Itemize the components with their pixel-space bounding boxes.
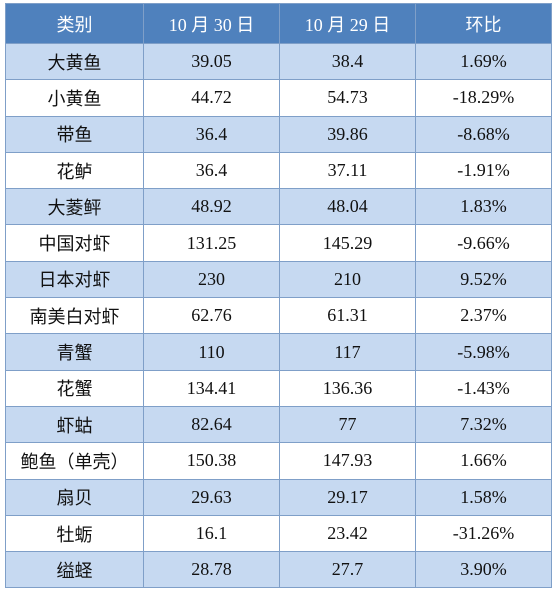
value-cell: 38.4 xyxy=(279,42,416,81)
table-row: 大黄鱼 39.05 38.4 1.69% xyxy=(5,42,552,81)
category-cell: 中国对虾 xyxy=(5,224,144,262)
value-cell: 134.41 xyxy=(143,369,280,407)
category-cell: 鲍鱼（单壳） xyxy=(5,442,144,480)
category-cell: 牡蛎 xyxy=(5,514,144,553)
value-cell: 29.63 xyxy=(143,478,280,516)
category-cell: 花蟹 xyxy=(5,369,144,407)
value-cell: 1.58% xyxy=(415,478,552,516)
table-row: 缢蛏 28.78 27.7 3.90% xyxy=(5,551,552,589)
category-cell: 虾蛄 xyxy=(5,405,144,444)
header-cell: 10 月 30 日 xyxy=(143,3,280,44)
value-cell: 29.17 xyxy=(279,478,416,516)
table-row: 日本对虾 230 210 9.52% xyxy=(5,260,552,299)
price-table: 类别 10 月 30 日 10 月 29 日环比 大黄鱼 39.05 38.4 1.69%… xyxy=(5,3,552,589)
value-cell: 36.4 xyxy=(143,115,280,153)
value-cell: 110 xyxy=(143,333,280,371)
value-cell: 44.72 xyxy=(143,79,280,117)
value-cell: -9.66% xyxy=(415,224,552,262)
header-row: 类别 10 月 30 日 10 月 29 日环比 xyxy=(5,3,552,44)
value-cell: 48.92 xyxy=(143,188,280,226)
value-cell: 9.52% xyxy=(415,260,552,299)
table-row: 青蟹 110 117 -5.98% xyxy=(5,333,552,371)
table-row: 虾蛄 82.64 77 7.32% xyxy=(5,405,552,444)
header-cell: 类别 xyxy=(5,3,144,44)
value-cell: 150.38 xyxy=(143,442,280,480)
table-row: 带鱼 36.4 39.86 -8.68% xyxy=(5,115,552,153)
value-cell: 23.42 xyxy=(279,514,416,553)
value-cell: 131.25 xyxy=(143,224,280,262)
value-cell: 37.11 xyxy=(279,151,416,190)
value-cell: 27.7 xyxy=(279,551,416,589)
value-cell: 28.78 xyxy=(143,551,280,589)
value-cell: 145.29 xyxy=(279,224,416,262)
value-cell: 16.1 xyxy=(143,514,280,553)
value-cell: -8.68% xyxy=(415,115,552,153)
value-cell: 48.04 xyxy=(279,188,416,226)
value-cell: 1.66% xyxy=(415,442,552,480)
category-cell: 缢蛏 xyxy=(5,551,144,589)
category-cell: 大黄鱼 xyxy=(5,42,144,81)
value-cell: -1.43% xyxy=(415,369,552,407)
header-cell: 10 月 29 日 xyxy=(279,3,416,44)
category-cell: 南美白对虾 xyxy=(5,297,144,335)
value-cell: 117 xyxy=(279,333,416,371)
table-row: 鲍鱼（单壳） 150.38 147.93 1.66% xyxy=(5,442,552,480)
value-cell: 1.69% xyxy=(415,42,552,81)
value-cell: -5.98% xyxy=(415,333,552,371)
category-cell: 大菱鲆 xyxy=(5,188,144,226)
value-cell: 147.93 xyxy=(279,442,416,480)
category-cell: 小黄鱼 xyxy=(5,79,144,117)
value-cell: -18.29% xyxy=(415,79,552,117)
value-cell: 136.36 xyxy=(279,369,416,407)
value-cell: -1.91% xyxy=(415,151,552,190)
value-cell: 61.31 xyxy=(279,297,416,335)
table-row: 南美白对虾 62.76 61.31 2.37% xyxy=(5,297,552,335)
value-cell: 39.86 xyxy=(279,115,416,153)
table-row: 小黄鱼 44.72 54.73 -18.29% xyxy=(5,79,552,117)
value-cell: -31.26% xyxy=(415,514,552,553)
value-cell: 230 xyxy=(143,260,280,299)
category-cell: 扇贝 xyxy=(5,478,144,516)
category-cell: 日本对虾 xyxy=(5,260,144,299)
table-row: 花蟹 134.41 136.36 -1.43% xyxy=(5,369,552,407)
table-row: 大菱鲆 48.92 48.04 1.83% xyxy=(5,188,552,226)
value-cell: 3.90% xyxy=(415,551,552,589)
value-cell: 2.37% xyxy=(415,297,552,335)
table-row: 花鲈 36.4 37.11 -1.91% xyxy=(5,151,552,190)
value-cell: 82.64 xyxy=(143,405,280,444)
category-cell: 青蟹 xyxy=(5,333,144,371)
value-cell: 210 xyxy=(279,260,416,299)
value-cell: 54.73 xyxy=(279,79,416,117)
header-cell: 环比 xyxy=(415,3,552,44)
category-cell: 带鱼 xyxy=(5,115,144,153)
table-row: 牡蛎 16.1 23.42 -31.26% xyxy=(5,514,552,553)
value-cell: 7.32% xyxy=(415,405,552,444)
table-row: 扇贝 29.63 29.17 1.58% xyxy=(5,478,552,516)
value-cell: 39.05 xyxy=(143,42,280,81)
value-cell: 62.76 xyxy=(143,297,280,335)
value-cell: 77 xyxy=(279,405,416,444)
category-cell: 花鲈 xyxy=(5,151,144,190)
value-cell: 1.83% xyxy=(415,188,552,226)
table-row: 中国对虾 131.25 145.29 -9.66% xyxy=(5,224,552,262)
value-cell: 36.4 xyxy=(143,151,280,190)
